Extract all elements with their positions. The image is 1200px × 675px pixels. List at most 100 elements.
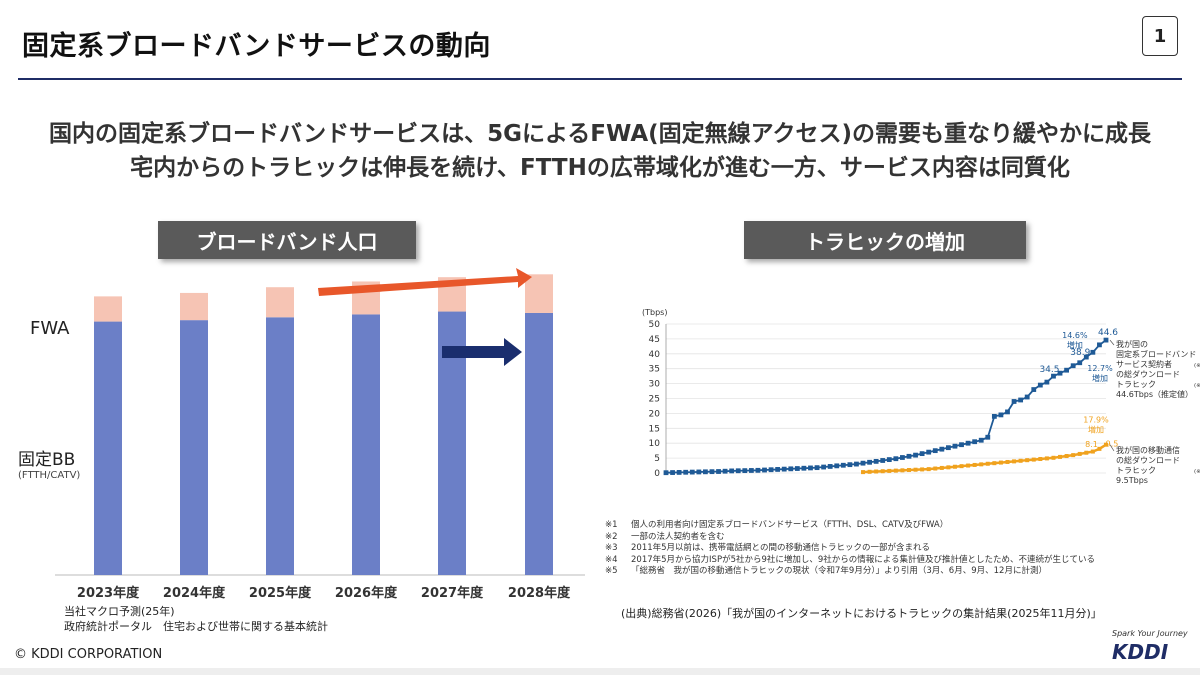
footnote-mark: ※3 [605,543,618,553]
right-source-note: (出典)総務省(2026)「我が国のインターネットにおけるトラヒックの集計結果(… [621,607,1102,620]
mobile-traffic-point [933,466,938,471]
y-tick-label: 30 [649,380,661,390]
fixed-traffic-point [932,448,938,454]
page-number: 1 [1142,16,1178,56]
fixed-bb-axis-label: 固定BB [18,450,76,470]
fixed-traffic-point [893,456,899,462]
mobile-traffic-point [920,467,925,472]
fixed-traffic-point [1070,363,1076,369]
fixed-traffic-point [722,468,728,474]
y-tick-label: 40 [649,350,661,360]
fixed-traffic-point [742,468,748,474]
fixed-traffic-point [1057,370,1063,376]
fixed-traffic-point [775,467,781,472]
fixed-traffic-point [886,457,892,462]
broadband-population-chart: 2023年度 2024年度 2025年度 2026年度 2027年度 2028年度 [55,268,585,601]
mobile-traffic-point [900,468,905,473]
y-tick-label: 5 [654,454,660,464]
mobile-traffic-point [1058,454,1063,459]
footnote-row: ※5 「総務省 我が国の移動通信トラヒックの現状（令和7年9月分）」より引用（3月… [605,566,1095,578]
fixed-traffic-point [1097,342,1102,348]
fixed-traffic-point [847,462,853,468]
x-tick-label: 2028年度 [508,585,571,601]
fixed-traffic-point [821,464,827,470]
mobile-traffic-point [867,469,872,474]
fixed-traffic-point [854,461,859,467]
fixed-series-label: 44.6Tbps（推定値） [1116,389,1193,399]
bar-fixed-bb [266,317,294,575]
mobile-traffic-point [1051,455,1056,460]
mobile-traffic-point [874,469,879,474]
y-tick-label: 15 [649,424,660,434]
footnote-mark: ※1 [605,520,618,530]
data-label: 8.1 [1085,440,1098,449]
fixed-traffic-point [1005,409,1010,415]
fixed-traffic-point [768,467,774,473]
mobile-traffic-point [998,460,1003,465]
fixed-traffic-point [1083,354,1089,360]
data-label: 44.6 [1098,328,1118,338]
page-title: 固定系ブロードバンドサービスの動向 [22,31,491,62]
fixed-series-label: 固定系ブロードバンド [1116,349,1196,359]
y-tick-label: 20 [649,409,661,419]
y-tick-label: 10 [649,439,661,449]
data-label: 38.9 [1070,348,1090,358]
bar-fixed-bb [94,321,122,575]
mobile-traffic-point [1064,454,1069,459]
x-tick-label: 2027年度 [421,585,484,601]
footnote-text: 一部の法人契約者を含む [631,531,725,542]
footnote-mark: ※2 [605,531,618,542]
mobile-series-label: トラヒック [1116,466,1156,475]
y-axis-unit: (Tbps) [642,308,667,317]
fixed-traffic-point [808,465,813,471]
fixed-traffic-point [1064,367,1069,373]
mobile-traffic-point [926,467,931,472]
bar-fixed-bb [525,312,553,575]
fixed-traffic-point [788,466,794,472]
fixed-traffic-point [676,470,682,475]
data-label: 9.5 [1106,440,1119,449]
fixed-traffic-point [794,466,800,471]
fixed-traffic-point [1077,360,1083,366]
fixed-traffic-point [939,446,945,452]
fixed-traffic-point [1018,397,1024,403]
footnote-text: 2017年5月から協力ISPが5社から9社に増加し、9社からの情報による集計値及… [631,554,1096,565]
footnote-mark: ※5 [605,566,618,576]
footnote-row: ※3 2011年5月以前は、携帯電話網との間の移動通信トラヒックの一部が含まれる [605,543,1095,555]
bar-fwa [94,296,122,322]
footnote-text: 2011年5月以前は、携帯電話網との間の移動通信トラヒックの一部が含まれる [631,543,930,553]
mobile-traffic-point [1012,459,1017,464]
headline-line-2: 宅内からのトラヒックは伸長を続け、FTTHの広帯域化が進む一方、サービス内容は同… [130,155,1070,181]
left-source-line: 政府統計ポータル 住宅および世帯に関する基本統計 [64,620,328,633]
fixed-traffic-point [663,470,669,476]
x-tick-label: 2024年度 [163,585,226,601]
footnote-row: ※2 一部の法人契約者を含む [605,532,1095,544]
title-divider [18,78,1182,80]
fwa-axis-label: FWA [30,318,70,339]
traffic-increase-banner: トラヒックの増加 [744,221,1026,259]
fixed-traffic-point [972,439,978,445]
fixed-traffic-line [665,339,1107,474]
mobile-traffic-point [946,465,951,470]
bar-fwa [525,274,553,313]
fixed-traffic-point [1090,349,1096,355]
mobile-traffic-point [1084,450,1089,455]
mobile-traffic-point [1097,446,1102,451]
fixed-traffic-point [965,440,971,446]
mobile-traffic-point [1018,458,1023,463]
fixed-traffic-point [913,452,918,458]
mobile-traffic-point [959,464,964,469]
fixed-traffic-point [709,469,715,475]
fixed-series-label: 我が国の [1116,339,1148,349]
fixed-traffic-point [801,465,807,471]
footer-bar [0,668,1200,675]
fixed-bb-arrow [442,338,522,366]
fixed-traffic-point [867,459,872,465]
mobile-traffic-point [992,461,997,466]
fixed-traffic-point [978,437,984,443]
fixed-traffic-point [716,469,721,474]
data-label: 増加 [1088,425,1104,435]
mobile-traffic-point [880,469,885,474]
fixed-traffic-point [1051,373,1056,379]
mobile-traffic-point [1104,442,1108,447]
